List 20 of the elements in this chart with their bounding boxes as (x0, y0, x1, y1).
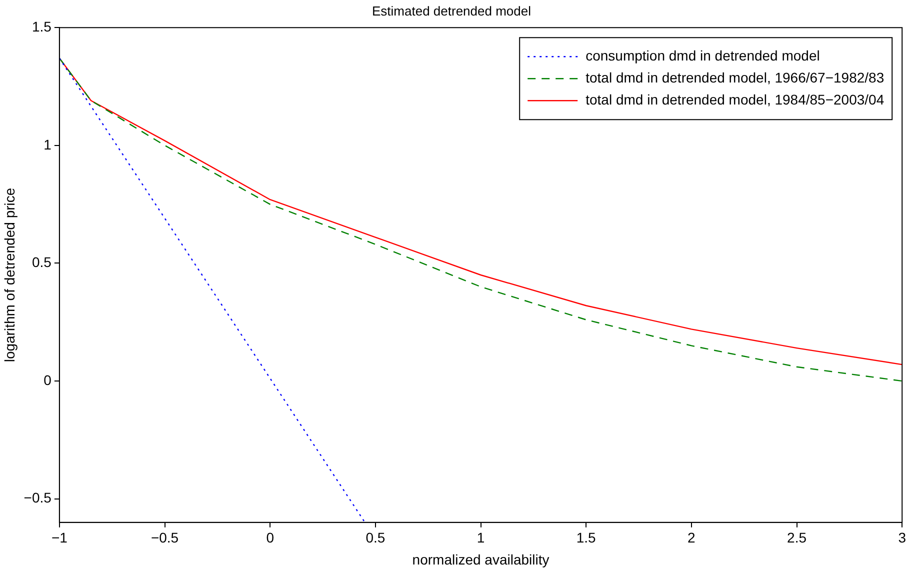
legend-label: total dmd in detrended model, 1984/85−2003/04 (586, 91, 884, 108)
y-tick-label: 1.5 (32, 18, 52, 34)
legend-label: consumption dmd in detrended model (586, 47, 820, 64)
x-tick-label: 1.5 (576, 530, 596, 546)
x-tick-label: −1 (51, 530, 68, 546)
x-tick-label: 0 (266, 530, 274, 546)
y-tick-label: 0 (44, 372, 52, 388)
x-tick-label: 0.5 (366, 530, 386, 546)
chart-title: Estimated detrended model (372, 3, 532, 18)
x-tick-label: 1 (476, 530, 485, 546)
x-axis-title: normalized availability (412, 551, 550, 568)
x-tick-label: 2.5 (787, 530, 807, 546)
y-tick-label: 1 (44, 136, 52, 152)
x-tick-label: −0.5 (150, 530, 179, 546)
y-tick-label: 0.5 (32, 254, 52, 270)
x-tick-label: 2 (688, 530, 696, 546)
y-tick-label: −0.5 (24, 490, 52, 506)
y-axis-title: logarithm of detrended price (1, 188, 18, 362)
x-tick-label: 3 (898, 530, 906, 546)
legend-label: total dmd in detrended model, 1966/67−1982/83 (586, 69, 884, 86)
